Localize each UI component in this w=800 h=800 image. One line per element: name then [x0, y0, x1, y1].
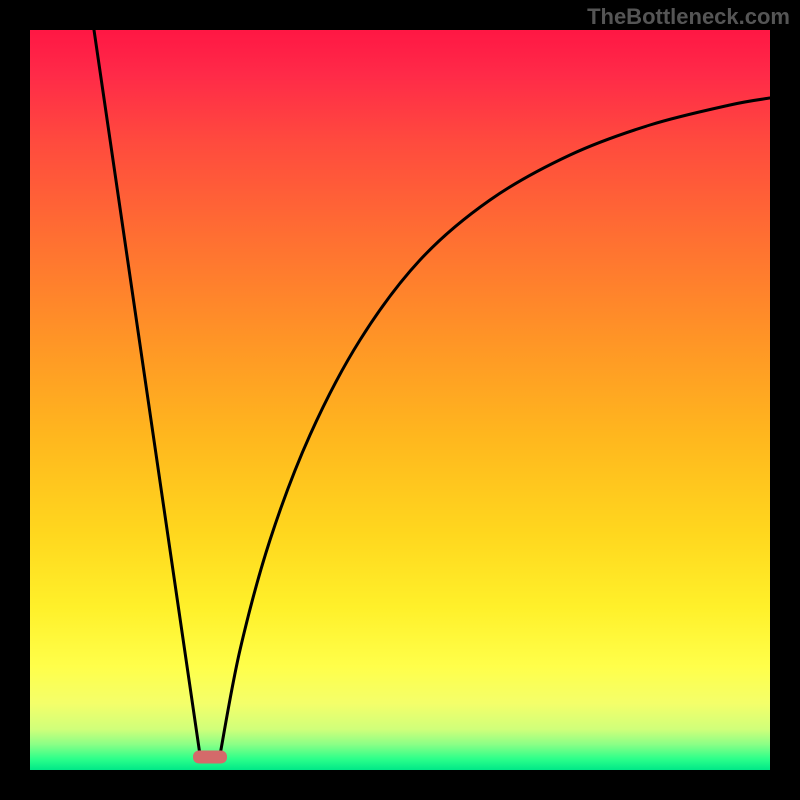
plot-area — [30, 30, 770, 770]
frame-right — [770, 0, 800, 800]
bottleneck-chart: TheBottleneck.com — [0, 0, 800, 800]
watermark: TheBottleneck.com — [587, 4, 790, 30]
bottleneck-curve — [94, 30, 770, 755]
frame-bottom — [0, 770, 800, 800]
frame-left — [0, 0, 30, 800]
curve-layer — [30, 30, 770, 770]
optimal-point-marker — [193, 751, 227, 764]
